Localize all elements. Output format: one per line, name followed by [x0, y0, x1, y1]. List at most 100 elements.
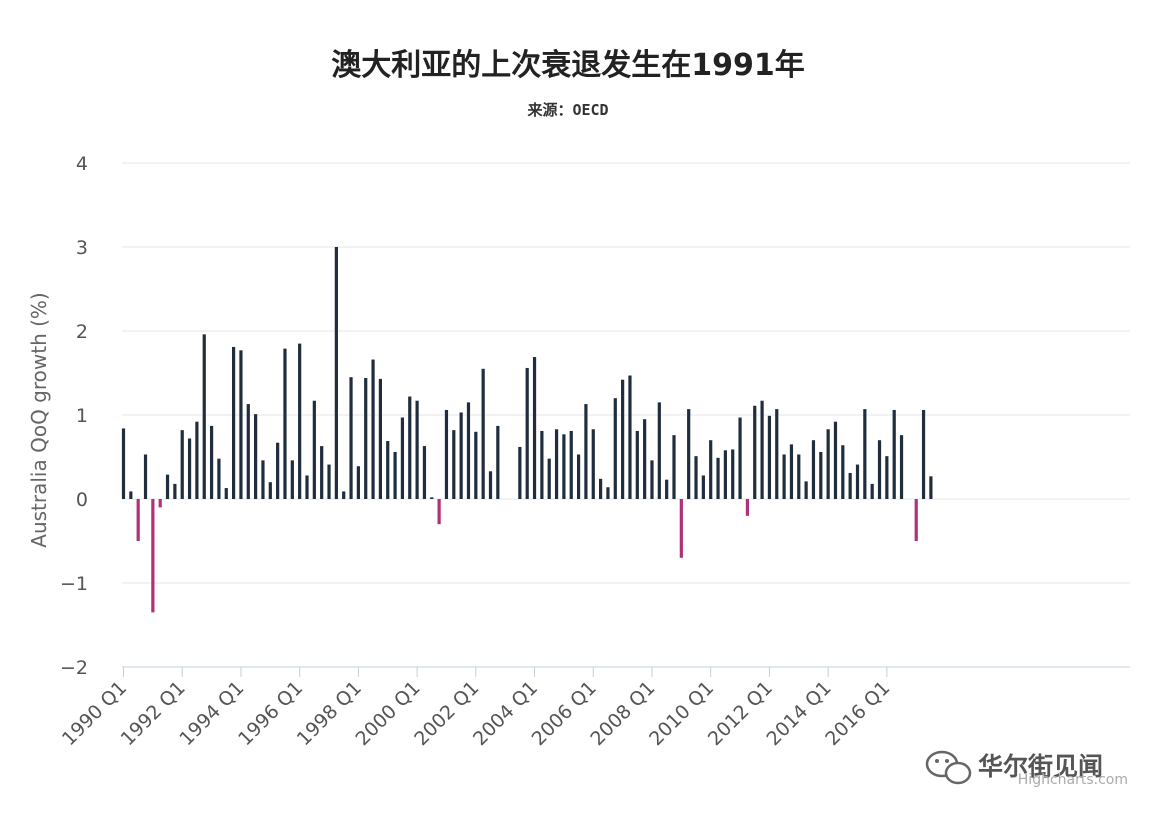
x-tick-label: 2016 Q1 [821, 677, 894, 750]
bar [899, 435, 904, 499]
bar [393, 451, 397, 499]
bar [444, 409, 449, 499]
bar [885, 456, 889, 499]
bar [679, 499, 683, 558]
bar [518, 446, 522, 499]
bar [158, 499, 162, 508]
bar [386, 441, 390, 499]
bar [136, 499, 140, 541]
bar [738, 417, 742, 499]
bar [775, 409, 779, 499]
bar [437, 499, 441, 525]
bar [496, 425, 500, 499]
bar [488, 471, 493, 499]
bar [466, 402, 471, 499]
bar [731, 449, 735, 499]
bar [151, 499, 155, 613]
bar [474, 431, 478, 499]
chart-subtitle: 来源：OECD [526, 101, 608, 119]
bar [342, 491, 346, 499]
bar [797, 454, 801, 499]
bars [121, 247, 933, 613]
bar [914, 499, 918, 541]
bar [246, 404, 250, 499]
bar [422, 446, 427, 499]
bar [584, 404, 588, 499]
bar [576, 454, 581, 499]
bar [290, 460, 294, 499]
bar [870, 483, 874, 499]
bar [298, 343, 302, 499]
chart-title: 澳大利亚的上次衰退发生在1991年 [331, 48, 805, 83]
bar [921, 409, 926, 499]
y-axis-ticks: 4 3 2 1 0 −1 −2 [60, 153, 88, 679]
bar [415, 400, 419, 499]
bar [694, 456, 698, 499]
bar [716, 457, 720, 499]
bar [165, 474, 170, 499]
bar [327, 464, 331, 499]
bar [283, 348, 287, 499]
bar [650, 460, 654, 499]
bar [254, 414, 258, 499]
bar [929, 476, 933, 499]
bar [672, 435, 676, 499]
bar [591, 429, 595, 499]
bar [349, 377, 353, 499]
bar [400, 417, 405, 499]
bar [569, 430, 573, 499]
bar [334, 247, 338, 499]
bar [745, 499, 749, 516]
bar [833, 421, 838, 499]
bar [232, 346, 236, 499]
bar [364, 378, 368, 499]
bar [129, 491, 133, 499]
bar [378, 378, 382, 499]
bar [525, 367, 529, 499]
bar [540, 430, 544, 499]
bar [628, 375, 632, 499]
bar [554, 429, 559, 499]
bar [687, 409, 691, 499]
bar [753, 405, 757, 499]
y-tick-label: 1 [76, 405, 88, 427]
bar [657, 402, 661, 499]
bar [841, 445, 845, 499]
y-tick-label: −2 [60, 657, 88, 679]
bar [320, 446, 324, 499]
bar [826, 429, 830, 499]
watermark: 华尔街见闻 [925, 750, 1103, 785]
bar [459, 412, 463, 499]
y-tick-label: −1 [60, 573, 88, 595]
bar [268, 482, 272, 499]
bar [892, 409, 896, 499]
bar [180, 430, 184, 499]
bar [855, 464, 860, 499]
bar [312, 400, 316, 499]
bar [121, 428, 126, 499]
bar [481, 368, 485, 499]
y-tick-label: 0 [76, 489, 88, 511]
bar [202, 334, 206, 499]
bar [767, 415, 772, 499]
bar [195, 421, 199, 499]
bar [782, 454, 786, 499]
bar [547, 458, 551, 499]
bar [643, 419, 647, 499]
gridlines [122, 162, 1130, 668]
bar [209, 425, 214, 499]
y-tick-label: 2 [76, 321, 88, 343]
bar [173, 483, 177, 499]
bar [408, 396, 412, 499]
bar [224, 488, 228, 499]
bar [305, 475, 309, 499]
bar [276, 442, 280, 499]
credit-text: Highcharts.com [1018, 772, 1128, 788]
bar [819, 451, 823, 499]
bar [371, 359, 375, 499]
bar [217, 458, 221, 499]
bar [613, 398, 617, 499]
bar [877, 440, 882, 499]
